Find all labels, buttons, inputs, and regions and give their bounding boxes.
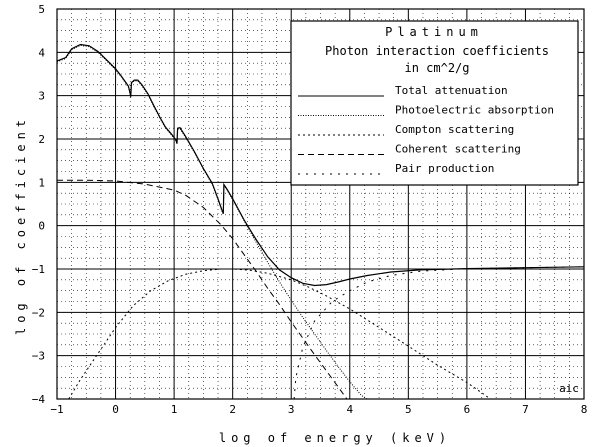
y-tick-label: 1: [38, 176, 45, 189]
watermark-label: aic: [559, 382, 579, 395]
series-line-coherent-scattering: [57, 179, 348, 399]
legend-label: Photoelectric absorption: [395, 104, 554, 117]
x-tick-label: 0: [112, 403, 119, 416]
x-tick-label: 2: [229, 403, 236, 416]
y-tick-label: 0: [38, 220, 45, 233]
legend-label: Coherent scattering: [395, 143, 521, 156]
x-tick-label: 3: [288, 403, 295, 416]
x-tick-label: 5: [405, 403, 412, 416]
y-tick-label: −2: [32, 306, 45, 319]
x-axis-label: log of energy (keV): [219, 431, 451, 445]
plot-frame: [56, 8, 585, 400]
x-tick-label: 6: [464, 403, 471, 416]
x-tick-label: 4: [346, 403, 353, 416]
y-tick-label: 2: [38, 133, 45, 146]
x-tick-label: 7: [522, 403, 529, 416]
legend-items: Total attenuation Photoelectric absorptio…: [298, 84, 554, 175]
x-tick-label: 1: [171, 403, 178, 416]
series-line-compton-scattering: [68, 268, 491, 399]
tick-labels: −1 0 1 2 3 4 5 6 7 8 5 4 3 2 1 0 −1 −2 −3 −4: [32, 3, 588, 416]
legend: Platinum Photon interaction coefficients…: [290, 20, 579, 186]
legend-label: Pair production: [395, 162, 494, 175]
series-line-total-attenuation: [57, 43, 584, 287]
legend-label: Total attenuation: [395, 84, 508, 97]
y-tick-label: −4: [32, 393, 46, 406]
x-tick-label: −1: [50, 403, 63, 416]
y-tick-label: 3: [38, 90, 45, 103]
legend-title: Platinum: [385, 25, 483, 39]
y-tick-label: −1: [32, 263, 45, 276]
legend-units: in cm^2/g: [404, 61, 469, 75]
legend-box: [290, 20, 579, 186]
x-tick-label: 8: [581, 403, 588, 416]
legend-subtitle: Photon interaction coefficients: [325, 44, 549, 58]
legend-label: Compton scattering: [395, 123, 514, 136]
plot-area: [57, 43, 584, 399]
y-tick-label: −3: [32, 350, 45, 363]
series-line-photoelectric-absorption: [57, 44, 368, 399]
y-tick-label: 4: [38, 46, 45, 59]
y-tick-label: 5: [38, 3, 45, 16]
y-axis-label: log of coefficient: [14, 115, 28, 335]
